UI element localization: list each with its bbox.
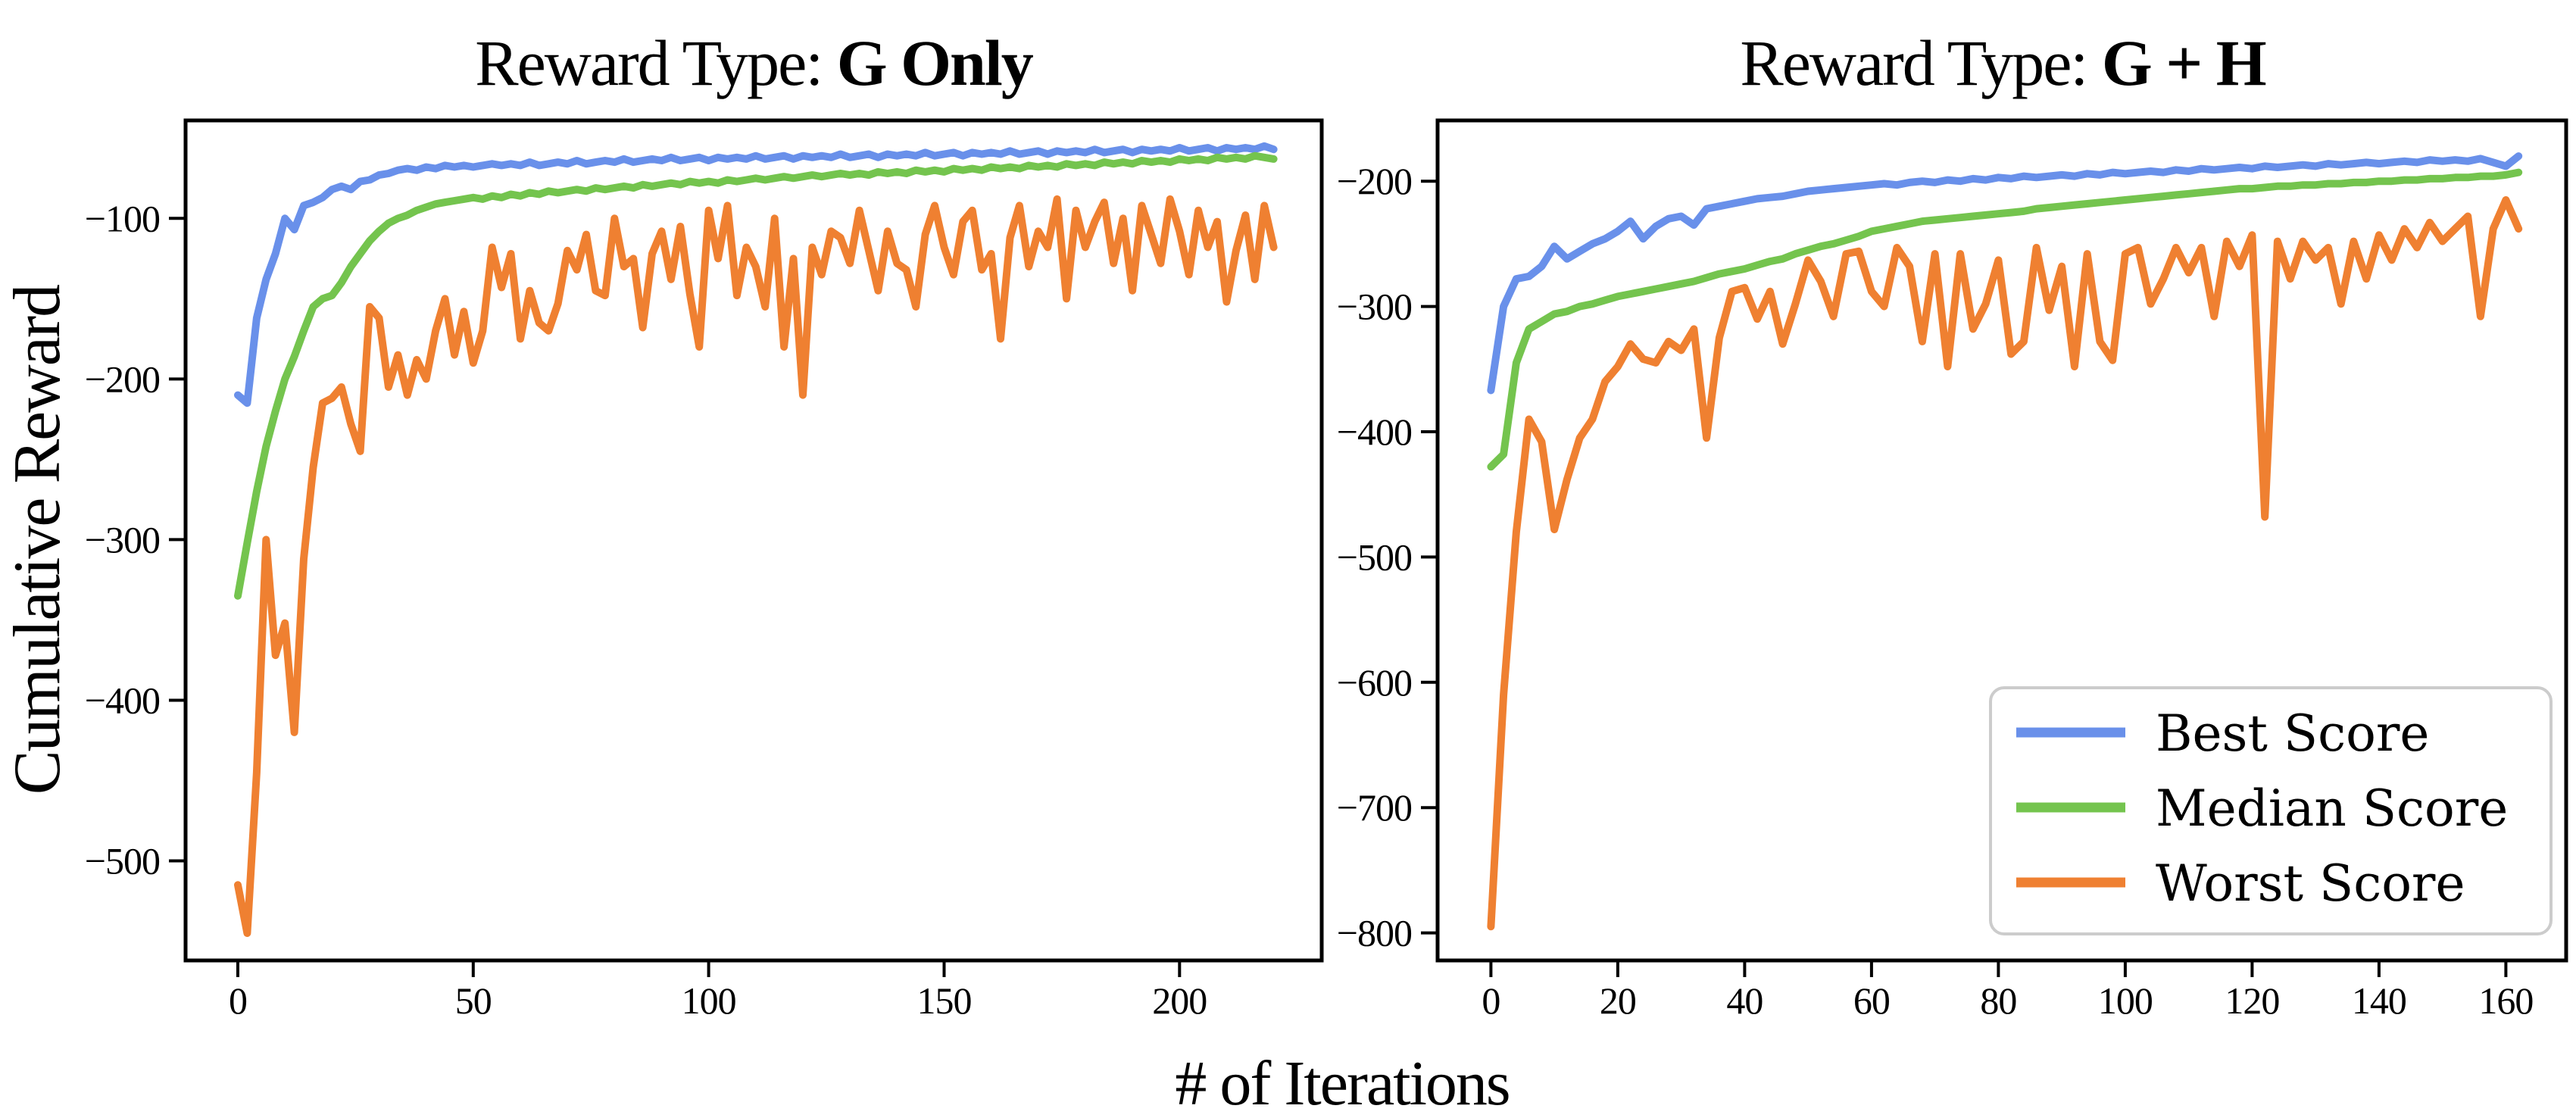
- x-tick-label: 100: [682, 979, 736, 1022]
- x-tick-label: 100: [2098, 979, 2153, 1022]
- x-tick-label: 150: [917, 979, 972, 1022]
- left-subplot: Reward Type: G Only 0 50 100 150 200 −100 −200…: [85, 27, 1324, 1022]
- left-plot-ticks-layer: 0 50 100 150 200 −100 −200 −300 −400 −500: [85, 197, 1208, 1022]
- y-tick-label: −800: [1337, 912, 1412, 954]
- y-tick-label: −500: [1337, 536, 1412, 578]
- right-plot-ticks-layer: 0 20 40 60 80 100 120 140 160 −200 −300 −400 −500 −60…: [1337, 160, 2534, 1022]
- right-plot-title-prefix: Reward Type:: [1740, 27, 2102, 99]
- x-tick-label: 120: [2225, 979, 2279, 1022]
- x-tick-label: 0: [1482, 979, 1500, 1022]
- y-tick-label: −600: [1337, 661, 1412, 704]
- y-tick-label: −200: [1337, 160, 1412, 202]
- y-tick-label: −400: [85, 679, 160, 722]
- legend-label-best-score: Best Score: [2156, 704, 2429, 763]
- y-tick-label: −500: [85, 840, 160, 882]
- x-tick-label: 80: [1980, 979, 2016, 1022]
- x-tick-label: 60: [1853, 979, 1890, 1022]
- x-tick-label: 0: [229, 979, 247, 1022]
- right-plot-series-layer: [1487, 152, 2523, 931]
- right-subplot: Reward Type: G + H 0 20 40 60 80 100 120 140 160…: [1337, 27, 2568, 1022]
- x-tick-label: 140: [2352, 979, 2406, 1022]
- y-tick-label: −300: [1337, 286, 1412, 328]
- series-line-best-score: [1487, 152, 2523, 395]
- series-line-best-score: [234, 142, 1278, 408]
- x-axis-label: # of Iterations: [1175, 1048, 1509, 1118]
- left-plot-title-prefix: Reward Type:: [475, 27, 837, 99]
- series-line-worst-score: [1487, 196, 2523, 931]
- left-plot-frame: [183, 118, 1324, 963]
- series-line-median-score: [234, 151, 1278, 600]
- x-tick-label: 40: [1726, 979, 1763, 1022]
- x-tick-label: 20: [1600, 979, 1636, 1022]
- right-plot-title: Reward Type: G + H: [1740, 27, 2265, 99]
- right-plot-frame: [1435, 118, 2568, 963]
- series-line-median-score: [1487, 168, 2523, 471]
- legend-label-worst-score: Worst Score: [2156, 854, 2465, 913]
- left-plot-title-bold: G Only: [837, 27, 1034, 99]
- x-tick-label: 50: [455, 979, 492, 1022]
- legend-box: [1989, 686, 2553, 935]
- legend-label-median-score: Median Score: [2156, 779, 2508, 838]
- y-tick-label: −200: [85, 358, 160, 400]
- left-plot-series-layer: [234, 142, 1278, 937]
- legend: Best Score Median Score Worst Score: [1989, 686, 2553, 935]
- x-tick-label: 160: [2478, 979, 2533, 1022]
- y-tick-label: −100: [85, 197, 160, 239]
- right-plot-title-bold: G + H: [2102, 27, 2266, 99]
- y-tick-label: −700: [1337, 786, 1412, 829]
- series-line-worst-score: [234, 195, 1278, 937]
- left-plot-title: Reward Type: G Only: [475, 27, 1034, 99]
- y-tick-label: −300: [85, 518, 160, 561]
- y-axis-label: Cumulative Reward: [1, 285, 74, 795]
- y-tick-label: −400: [1337, 411, 1412, 453]
- x-tick-label: 200: [1152, 979, 1207, 1022]
